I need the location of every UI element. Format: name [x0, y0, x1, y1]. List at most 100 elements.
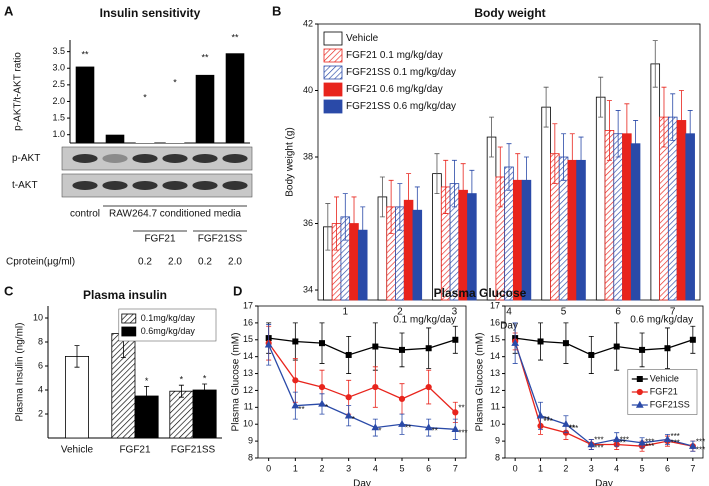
error-bar [342, 193, 348, 241]
marker [639, 346, 646, 353]
x-tick-label: 2 [397, 307, 403, 318]
legend: 0.1mg/kg/day 0.6mg/kg/day [118, 308, 217, 342]
error-bar [178, 384, 184, 398]
x-tick-label: 1 [343, 307, 349, 318]
x-tick-label: 0.2 [138, 257, 152, 268]
marker [345, 351, 352, 358]
y-tick-label: 13 [243, 368, 253, 378]
y-tick-label: 4 [38, 384, 43, 394]
legend-label: Vehicle [650, 373, 679, 383]
legend-label: FGF21 0.1 mg/kg/day [346, 50, 443, 61]
y-axis-label: Plasma Insulin (ng/ml) [15, 323, 26, 422]
group-label: FGF21SS [198, 234, 243, 245]
x-tick-label: 2.0 [168, 257, 182, 268]
marker [688, 441, 697, 449]
blot-band [222, 181, 248, 190]
x-tick-label: 7 [453, 463, 458, 473]
y-tick-label: 10 [33, 312, 43, 322]
x-tick-label: 4 [373, 463, 378, 473]
y-axis-label: Body weight (g) [285, 127, 296, 196]
marker [398, 419, 406, 427]
plot-frame [257, 305, 467, 459]
significance: *** [645, 437, 654, 446]
blot-band [192, 181, 218, 190]
y-tick-label: 8 [248, 452, 253, 462]
error-bar [552, 123, 558, 185]
y-tick-label: 10 [243, 419, 253, 429]
significance: *** [696, 437, 705, 446]
y-tick-label: 3.5 [52, 46, 65, 56]
bar [667, 116, 678, 301]
legend: Vehicle FGF21 0.1 mg/kg/day FGF21SS 0.1 mg… [321, 27, 469, 118]
y-axis-label: Plasma Glucose (mM) [475, 333, 486, 432]
marker [292, 377, 299, 384]
y-tick-label: 16 [243, 317, 253, 327]
marker [689, 336, 696, 343]
blot-band [132, 154, 158, 163]
significance: ** [405, 423, 411, 432]
bar [486, 136, 497, 301]
significance: *** [569, 424, 578, 433]
marker [371, 423, 380, 431]
marker [588, 351, 595, 358]
group-label: RAW264.7 conditioned media [109, 209, 241, 220]
y-tick-label: 3.0 [52, 63, 65, 73]
significance: ** [298, 405, 304, 414]
error-bar [460, 163, 466, 218]
error-bar [569, 133, 575, 188]
marker [318, 399, 326, 407]
legend-swatch [323, 31, 343, 46]
legend: Vehicle FGF21 FGF21SS [627, 369, 698, 415]
y-tick-label: 15 [243, 334, 253, 344]
panel-letter: D [233, 283, 242, 298]
marker [663, 435, 672, 443]
x-tick-label: 4 [506, 307, 512, 318]
significance: ** [432, 427, 438, 436]
marker [664, 345, 671, 352]
y-tick-label: 8 [38, 336, 43, 346]
x-tick-label: 7 [690, 463, 695, 473]
x-tick-label: 6 [665, 463, 670, 473]
marker [319, 340, 325, 347]
marker [587, 440, 596, 448]
chart-title: Plasma Glucose [434, 286, 527, 300]
significance: *** [645, 442, 654, 451]
error-bar [661, 86, 667, 148]
significance: ** [569, 423, 575, 432]
bar [169, 390, 194, 439]
x-tick-label: FGF21 [119, 445, 151, 456]
series-line [268, 337, 456, 356]
x-tick-label: 0 [266, 463, 271, 473]
blot-band [162, 181, 188, 190]
marker [536, 411, 545, 419]
x-axis-label: Day [595, 479, 613, 486]
bar [65, 355, 90, 439]
x-tick-label: 5 [399, 463, 404, 473]
legend-label: FGF21SS [650, 399, 690, 409]
x-tick-label: FGF21SS [171, 445, 216, 456]
marker [636, 376, 643, 382]
chart-title: Insulin sensitivity [100, 6, 201, 20]
bar [650, 63, 661, 301]
y-tick-label: 10 [490, 419, 500, 429]
legend-label: 0.6mg/kg/day [141, 326, 196, 336]
x-tick-label: 6 [615, 307, 621, 318]
error-bar [443, 159, 449, 214]
error-bar [379, 176, 385, 218]
blot-label: t-AKT [12, 180, 38, 191]
marker [292, 338, 299, 345]
marker [318, 383, 326, 391]
significance: * [143, 93, 147, 103]
significance: *** [620, 436, 629, 445]
group-label: FGF21 [144, 234, 176, 245]
y-axis-label: Plasma Glucose (mM) [231, 333, 242, 432]
blot-band [162, 154, 188, 163]
error-bar [615, 110, 621, 158]
legend-swatch [323, 99, 343, 114]
error-bar [469, 169, 475, 218]
x-axis-label: Day [353, 479, 371, 486]
y-tick-label: 34 [303, 284, 313, 294]
significance: *** [696, 445, 705, 454]
marker [636, 388, 643, 396]
